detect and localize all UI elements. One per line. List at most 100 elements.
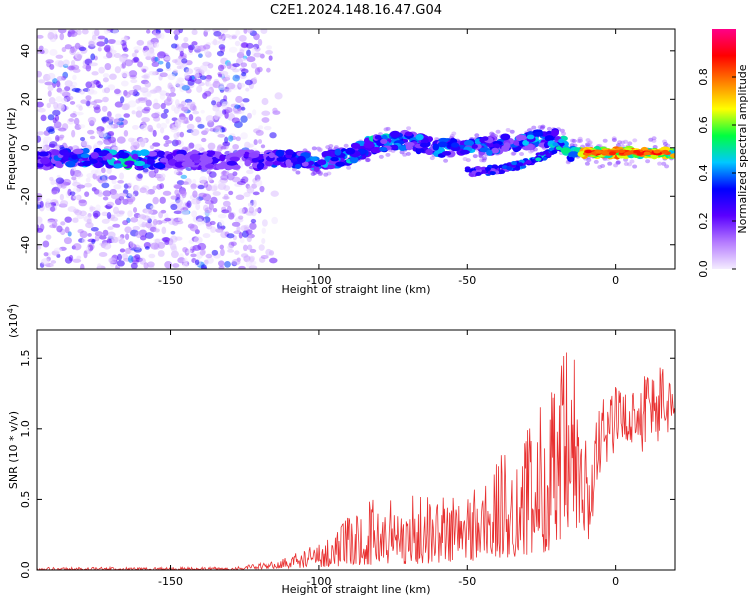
spectrogram-noise-blob bbox=[252, 109, 257, 116]
spectrogram-noise-blob bbox=[132, 124, 139, 130]
spectrogram-noise-blob bbox=[310, 172, 316, 177]
spectrogram-noise-blob bbox=[255, 179, 263, 187]
spectrogram-noise-blob bbox=[71, 167, 77, 171]
spectrogram-ridge-blob bbox=[389, 130, 401, 138]
spectrogram-noise-blob bbox=[571, 138, 577, 143]
spectrogram-noise-blob bbox=[106, 124, 114, 129]
spectrogram-noise-blob bbox=[137, 173, 143, 179]
spectrogram-noise-blob bbox=[47, 72, 56, 80]
spectrogram-noise-blob bbox=[239, 49, 245, 55]
spectrogram-noise-blob bbox=[43, 252, 49, 257]
spectrogram-noise-blob bbox=[41, 258, 50, 265]
spectrogram-branch-blob bbox=[499, 169, 506, 174]
spectrogram-ridge-blob bbox=[256, 162, 264, 170]
spectrogram-noise-blob bbox=[87, 129, 95, 135]
spectrogram-ridge-blob bbox=[153, 162, 165, 169]
spectrogram-noise-blob bbox=[132, 84, 142, 91]
spectrogram-noise-blob bbox=[102, 77, 109, 83]
spectrogram-noise-blob bbox=[56, 225, 63, 233]
spectrogram-branch-blob bbox=[506, 166, 513, 171]
spectrogram-noise-blob bbox=[629, 159, 635, 164]
spectrogram-noise-blob bbox=[123, 103, 131, 110]
spectrogram-noise-blob bbox=[139, 187, 147, 194]
spectrogram-noise-blob bbox=[37, 196, 40, 202]
spectrogram-noise-blob bbox=[64, 226, 70, 234]
spectrogram-noise-blob bbox=[220, 145, 227, 150]
spectrogram-noise-blob bbox=[127, 198, 134, 205]
colorbar-label: Normalized spectral amplitude bbox=[736, 64, 749, 233]
spectrogram-noise-blob bbox=[218, 265, 225, 269]
spectrogram-noise-blob bbox=[109, 73, 117, 80]
spectrogram-noise-blob bbox=[109, 45, 115, 53]
spectrogram-noise-blob bbox=[228, 46, 238, 53]
spectrogram-noise-blob bbox=[152, 196, 159, 205]
spectrogram-noise-blob bbox=[261, 97, 269, 106]
spectrogram-ridge-blob bbox=[345, 147, 356, 155]
spectrogram-noise-blob bbox=[107, 131, 115, 137]
spectrogram-noise-blob bbox=[107, 226, 114, 231]
spectrogram-noise-blob bbox=[252, 76, 258, 85]
spectrogram-y-tick-label: 20 bbox=[19, 92, 32, 106]
spectrogram-noise-blob bbox=[191, 198, 200, 205]
spectrogram-noise-blob bbox=[135, 98, 141, 104]
spectrogram-ridge-blob bbox=[65, 160, 76, 168]
spectrogram-branch-blob bbox=[510, 161, 517, 166]
spectrogram-noise-blob bbox=[71, 45, 78, 52]
spectrogram-noise-blob bbox=[600, 163, 606, 168]
spectrogram-noise-blob bbox=[248, 265, 258, 269]
spectrogram-noise-blob bbox=[160, 173, 166, 179]
spectrogram-noise-blob bbox=[189, 224, 199, 232]
spectrogram-noise-blob bbox=[94, 234, 100, 242]
spectrogram-noise-blob bbox=[196, 85, 203, 93]
spectrogram-noise-blob bbox=[201, 249, 206, 254]
spectrogram-noise-blob bbox=[190, 128, 200, 136]
spectrogram-y-label: Frequency (Hz) bbox=[5, 108, 18, 191]
spectrogram-noise-blob bbox=[257, 38, 263, 46]
spectrogram-noise-blob bbox=[323, 172, 329, 177]
spectrogram-noise-blob bbox=[140, 140, 146, 148]
spectrogram-noise-blob bbox=[662, 141, 668, 146]
spectrogram-noise-blob bbox=[346, 165, 352, 170]
spectrogram-noise-blob bbox=[77, 173, 84, 178]
spectrogram-noise-blob bbox=[261, 227, 266, 234]
spectrogram-noise-blob bbox=[106, 167, 112, 175]
spectrogram-noise-blob bbox=[258, 244, 265, 251]
spectrogram-noise-blob bbox=[116, 260, 125, 267]
spectrogram-noise-blob bbox=[244, 79, 253, 86]
spectrogram-ridge-blob bbox=[533, 131, 544, 137]
colorbar-tick-label: 0.2 bbox=[697, 212, 710, 230]
spectrogram-noise-blob bbox=[37, 219, 43, 225]
spectrogram-noise-blob bbox=[163, 108, 169, 114]
spectrogram-noise-blob bbox=[128, 70, 138, 78]
spectrogram-noise-blob bbox=[50, 202, 57, 207]
spectrogram-noise-blob bbox=[56, 76, 64, 81]
spectrogram-branch-blob bbox=[551, 149, 558, 154]
spectrogram-noise-blob bbox=[474, 133, 480, 138]
spectrogram-noise-blob bbox=[80, 137, 86, 142]
spectrogram-noise-blob bbox=[75, 111, 84, 116]
spectrogram-noise-blob bbox=[260, 254, 269, 259]
spectrogram-noise-blob bbox=[489, 131, 495, 136]
snr-y-axis: 0.0 0.5 1.0 1.5 bbox=[19, 349, 675, 579]
spectrogram-ridge-blob bbox=[544, 135, 555, 142]
spectrogram-noise-blob bbox=[51, 187, 58, 195]
spectrogram-noise-blob bbox=[383, 127, 389, 132]
colorbar: 0.0 0.2 0.4 0.6 0.8 Normalized spectral ampl… bbox=[697, 29, 749, 278]
spectrogram-noise-blob bbox=[197, 184, 205, 190]
spectrogram-noise-blob bbox=[200, 109, 205, 114]
spectrogram-ridge-blob bbox=[62, 151, 70, 157]
spectrogram-noise-blob bbox=[236, 180, 246, 185]
spectrogram-noise-blob bbox=[240, 253, 249, 258]
spectrogram-noise-blob bbox=[192, 244, 202, 251]
spectrogram-noise-blob bbox=[161, 226, 167, 235]
spectrogram-noise-blob bbox=[623, 161, 629, 166]
spectrogram-noise-blob bbox=[519, 152, 525, 157]
spectrogram-ridge-blob bbox=[226, 160, 238, 166]
spectrogram-noise-blob bbox=[217, 133, 226, 138]
spectrogram-noise-blob bbox=[220, 174, 229, 181]
spectrogram-noise-blob bbox=[210, 196, 218, 205]
spectrogram-y-tick-label: -40 bbox=[19, 236, 32, 254]
spectrogram-noise-blob bbox=[211, 40, 220, 46]
spectrogram-noise-blob bbox=[173, 210, 183, 215]
